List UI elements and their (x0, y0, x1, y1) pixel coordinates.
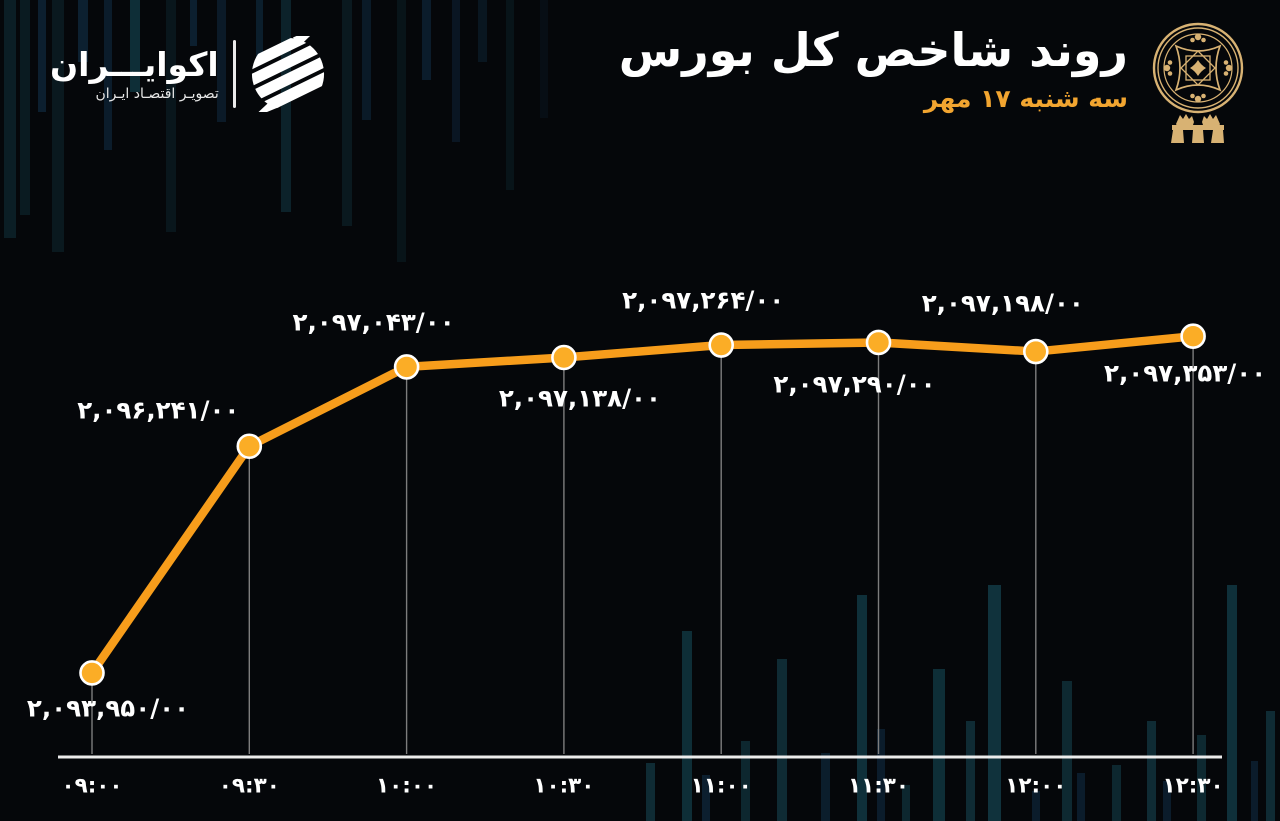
brand-tagline: تصویـر اقتصـاد ایـران (95, 86, 219, 103)
x-tick-label: ۱۲:۰۰ (1005, 773, 1067, 799)
bourse-emblem-icon (1152, 22, 1244, 143)
point-value-label: ۲,۰۹۳,۹۵۰/۰۰ (26, 693, 190, 723)
x-tick-label: ۱۱:۰۰ (690, 773, 752, 799)
brand-divider (232, 40, 236, 108)
brand-logo: اکوایـــران تصویـر اقتصـاد ایـران (50, 36, 326, 112)
data-point-marker (393, 354, 420, 380)
data-point-marker (865, 329, 892, 356)
point-value-label: ۲,۰۹۷,۱۹۸/۰۰ (921, 288, 1084, 318)
point-value-label: ۲,۰۹۷,۳۵۳/۰۰ (1104, 358, 1267, 388)
x-tick-label: ۱۲:۳۰ (1162, 773, 1224, 799)
point-value-label: ۲,۰۹۷,۱۳۸/۰۰ (498, 383, 661, 413)
data-point-marker (236, 433, 263, 460)
brand-text: اکوایـــران تصویـر اقتصـاد ایـران (50, 44, 219, 103)
x-tick-label: ۱۰:۳۰ (533, 773, 595, 799)
date-subtitle: سه شنبه ۱۷ مهر (923, 83, 1128, 113)
point-value-label: ۲,۰۹۶,۲۴۱/۰۰ (77, 395, 240, 425)
x-tick-label: ۰۹:۰۰ (61, 773, 123, 799)
brand-name: اکوایـــران (50, 44, 219, 84)
data-point-marker (1023, 338, 1049, 365)
point-value-label: ۲,۰۹۷,۰۴۳/۰۰ (292, 307, 455, 337)
trend-line (87, 331, 1198, 678)
x-tick-label: ۰۹:۳۰ (218, 773, 280, 799)
x-tick-label: ۱۱:۳۰ (847, 773, 910, 799)
ecoiran-logo-icon (251, 36, 324, 112)
x-tick-label: ۱۰:۰۰ (376, 773, 438, 799)
title-block: روند شاخص کل بورس سه شنبه ۱۷ مهر (619, 24, 1128, 113)
data-point-marker (708, 332, 735, 358)
data-point-marker (551, 344, 577, 371)
data-point-marker (79, 660, 105, 686)
data-point-marker (1180, 323, 1206, 350)
page-title: روند شاخص کل بورس (618, 23, 1128, 77)
point-value-label: ۲,۰۹۷,۲۹۰/۰۰ (773, 369, 936, 399)
point-value-label: ۲,۰۹۷,۲۶۴/۰۰ (622, 285, 785, 315)
